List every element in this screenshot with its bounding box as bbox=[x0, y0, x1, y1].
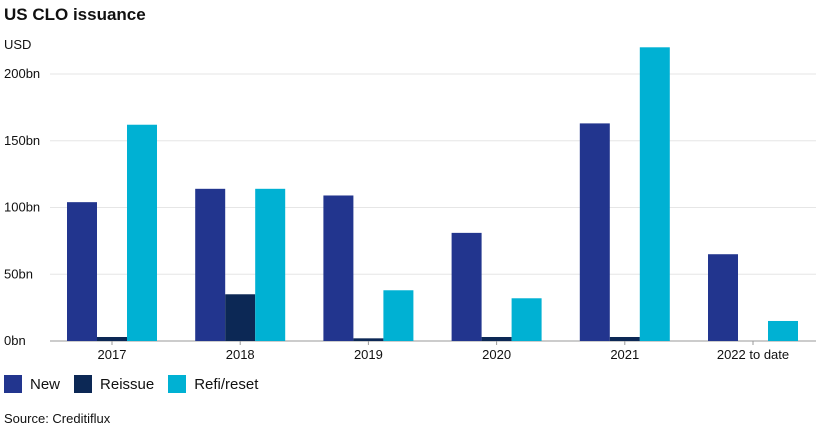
legend-swatch-new bbox=[4, 375, 22, 393]
bar-reissue-2 bbox=[353, 338, 384, 341]
bar-reissue-4 bbox=[609, 336, 640, 341]
legend-label-refi-reset: Refi/reset bbox=[194, 375, 259, 393]
y-tick-label: 150bn bbox=[4, 133, 40, 148]
y-tick-label: 50bn bbox=[4, 266, 33, 281]
bar-refi-reset-5 bbox=[768, 320, 798, 341]
x-tick-label: 2019 bbox=[354, 347, 383, 362]
bar-new-2 bbox=[323, 195, 354, 341]
legend-item-new: New bbox=[4, 375, 60, 393]
x-tick-label: 2017 bbox=[98, 347, 127, 362]
legend-label-reissue: Reissue bbox=[100, 375, 155, 393]
bar-refi-reset-1 bbox=[255, 188, 286, 341]
x-tick-label: 2022 to date bbox=[717, 347, 789, 362]
legend-item-reissue: Reissue bbox=[74, 375, 154, 393]
legend: New Reissue Refi/reset bbox=[4, 375, 272, 393]
y-axis-unit-label: USD bbox=[4, 37, 32, 52]
bar-refi-reset-2 bbox=[383, 290, 414, 341]
bar-new-1 bbox=[195, 188, 226, 341]
x-tick-label: 2020 bbox=[482, 347, 511, 362]
source-note: Source: Creditiflux bbox=[4, 411, 111, 426]
bar-new-5 bbox=[708, 254, 738, 341]
bar-reissue-0 bbox=[97, 336, 127, 341]
bar-new-3 bbox=[451, 232, 482, 341]
y-tick-label: 0bn bbox=[4, 333, 26, 348]
bar-reissue-3 bbox=[481, 336, 512, 341]
legend-swatch-reissue bbox=[74, 375, 93, 393]
y-tick-label: 100bn bbox=[4, 200, 40, 215]
bar-refi-reset-0 bbox=[127, 124, 157, 341]
bar-refi-reset-3 bbox=[511, 298, 542, 341]
bar-new-4 bbox=[579, 123, 610, 342]
legend-swatch-refi-reset bbox=[168, 375, 187, 393]
x-axis-ticks: 2017 2018 2019 2020 2021 2022 to date bbox=[98, 341, 789, 362]
legend-item-refi-reset: Refi/reset bbox=[168, 375, 258, 393]
x-tick-label: 2018 bbox=[226, 347, 255, 362]
legend-label-new: New bbox=[30, 375, 61, 393]
chart-title: US CLO issuance bbox=[4, 5, 146, 24]
bar-reissue-1 bbox=[225, 294, 256, 341]
y-tick-label: 200bn bbox=[4, 66, 40, 81]
bar-refi-reset-4 bbox=[639, 47, 670, 342]
y-axis-ticks: 0bn 50bn 100bn 150bn 200bn bbox=[4, 66, 40, 348]
bars bbox=[67, 47, 798, 342]
gridlines bbox=[50, 73, 816, 342]
bar-new-0 bbox=[67, 202, 97, 341]
x-tick-label: 2021 bbox=[610, 347, 639, 362]
